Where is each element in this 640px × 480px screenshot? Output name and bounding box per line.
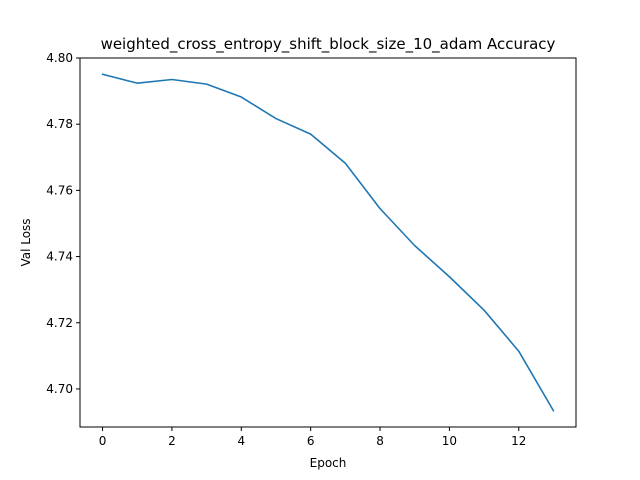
x-tick-label: 0 bbox=[99, 434, 107, 448]
plot-frame bbox=[79, 57, 577, 428]
x-tick-label: 6 bbox=[307, 434, 315, 448]
y-tick-label: 4.72 bbox=[46, 316, 73, 330]
y-tick-label: 4.74 bbox=[46, 250, 73, 264]
y-tick-label: 4.78 bbox=[46, 117, 73, 131]
y-tick-label: 4.70 bbox=[46, 382, 73, 396]
x-tick-label: 10 bbox=[442, 434, 457, 448]
y-tick-label: 4.76 bbox=[46, 183, 73, 197]
plot-area bbox=[79, 57, 577, 428]
chart-title: weighted_cross_entropy_shift_block_size_… bbox=[101, 35, 556, 54]
x-tick-label: 2 bbox=[168, 434, 176, 448]
series-line bbox=[101, 73, 555, 412]
x-tick-label: 12 bbox=[511, 434, 526, 448]
x-axis: 0 2 4 6 8 10 12 bbox=[99, 427, 526, 448]
y-axis-label: Val Loss bbox=[19, 218, 33, 266]
x-axis-label: Epoch bbox=[310, 456, 347, 470]
series-layer bbox=[101, 73, 555, 412]
x-tick-label: 4 bbox=[237, 434, 245, 448]
y-axis: 4.70 4.72 4.74 4.76 4.78 4.80 bbox=[46, 51, 80, 396]
x-tick-label: 8 bbox=[376, 434, 384, 448]
y-tick-label: 4.80 bbox=[46, 51, 73, 65]
